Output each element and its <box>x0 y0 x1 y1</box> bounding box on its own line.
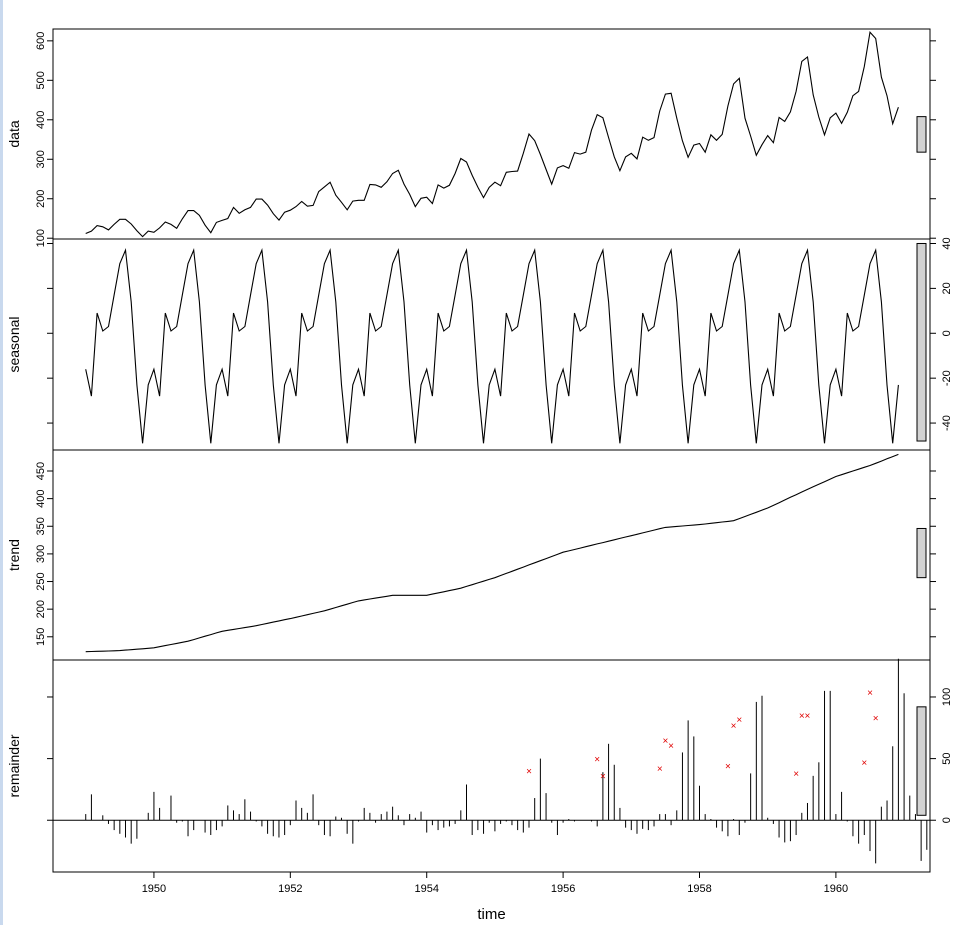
x-axis-title: time <box>477 906 505 923</box>
trend-panel-frame <box>52 449 931 661</box>
trend-ytick-label: 150 <box>35 628 47 646</box>
remainder-panel-label: remainder <box>6 734 22 797</box>
seasonal-ytick-label: 0 <box>941 330 953 336</box>
data-panel-frame <box>52 28 931 240</box>
seasonal-panel-label: seasonal <box>6 316 22 372</box>
remainder-outlier-marker: × <box>793 769 799 780</box>
seasonal-panel-frame <box>52 238 931 451</box>
x-axis-tick-label: 1950 <box>142 883 166 895</box>
data-series-line <box>85 30 899 238</box>
remainder-outlier-marker: × <box>668 741 674 752</box>
trend-ytick-label: 400 <box>35 489 47 507</box>
seasonal-ytick-label: 20 <box>941 282 953 294</box>
remainder-outlier-marker: × <box>725 762 731 773</box>
trend-panel-label: trend <box>6 539 22 571</box>
trend-ytick-label: 300 <box>35 545 47 563</box>
x-axis-tick-label: 1958 <box>687 883 711 895</box>
remainder-range-bar <box>916 706 927 816</box>
x-axis-tick-label: 1956 <box>551 883 575 895</box>
remainder-ytick-label: 50 <box>941 752 953 764</box>
trend-ytick-label: 350 <box>35 517 47 535</box>
remainder-outlier-marker: × <box>805 711 811 722</box>
data-range-bar <box>916 116 927 153</box>
data-ytick-label: 500 <box>35 71 47 89</box>
remainder-panel-frame <box>52 659 931 873</box>
trend-ytick-label: 250 <box>35 572 47 590</box>
seasonal-ytick-label: -40 <box>941 415 953 431</box>
trend-ytick-label: 200 <box>35 600 47 618</box>
remainder-outlier-marker: × <box>594 754 600 765</box>
remainder-outlier-marker: × <box>526 767 532 778</box>
remainder-ytick-label: 0 <box>941 817 953 823</box>
remainder-outlier-marker: × <box>873 714 879 725</box>
trend-range-bar <box>916 527 927 579</box>
remainder-outlier-marker: × <box>736 715 742 726</box>
data-ytick-label: 200 <box>35 190 47 208</box>
remainder-ytick-label: 100 <box>941 688 953 706</box>
trend-ytick-label: 450 <box>35 462 47 480</box>
data-panel-label: data <box>6 120 22 147</box>
seasonal-range-bar <box>916 242 927 442</box>
seasonal-ytick-label: -20 <box>941 370 953 386</box>
remainder-outlier-marker: × <box>799 711 805 722</box>
remainder-outlier-marker: × <box>657 764 663 775</box>
remainder-outlier-marker: × <box>731 721 737 732</box>
remainder-outlier-marker: × <box>600 772 606 783</box>
data-ytick-label: 100 <box>35 229 47 247</box>
window-edge-stripe <box>0 0 3 925</box>
data-ytick-label: 600 <box>35 32 47 50</box>
x-axis-tick-label: 1960 <box>824 883 848 895</box>
x-axis-tick-label: 1952 <box>278 883 302 895</box>
remainder-outlier-marker: × <box>867 688 873 699</box>
trend-series-line <box>85 453 899 653</box>
data-ytick-label: 400 <box>35 111 47 129</box>
seasonal-ytick-label: 40 <box>941 237 953 249</box>
remainder-outlier-marker: × <box>861 758 867 769</box>
data-ytick-label: 300 <box>35 150 47 168</box>
remainder-outlier-marker: × <box>662 736 668 747</box>
seasonal-series-line <box>85 248 899 444</box>
x-axis-tick-label: 1954 <box>414 883 438 895</box>
